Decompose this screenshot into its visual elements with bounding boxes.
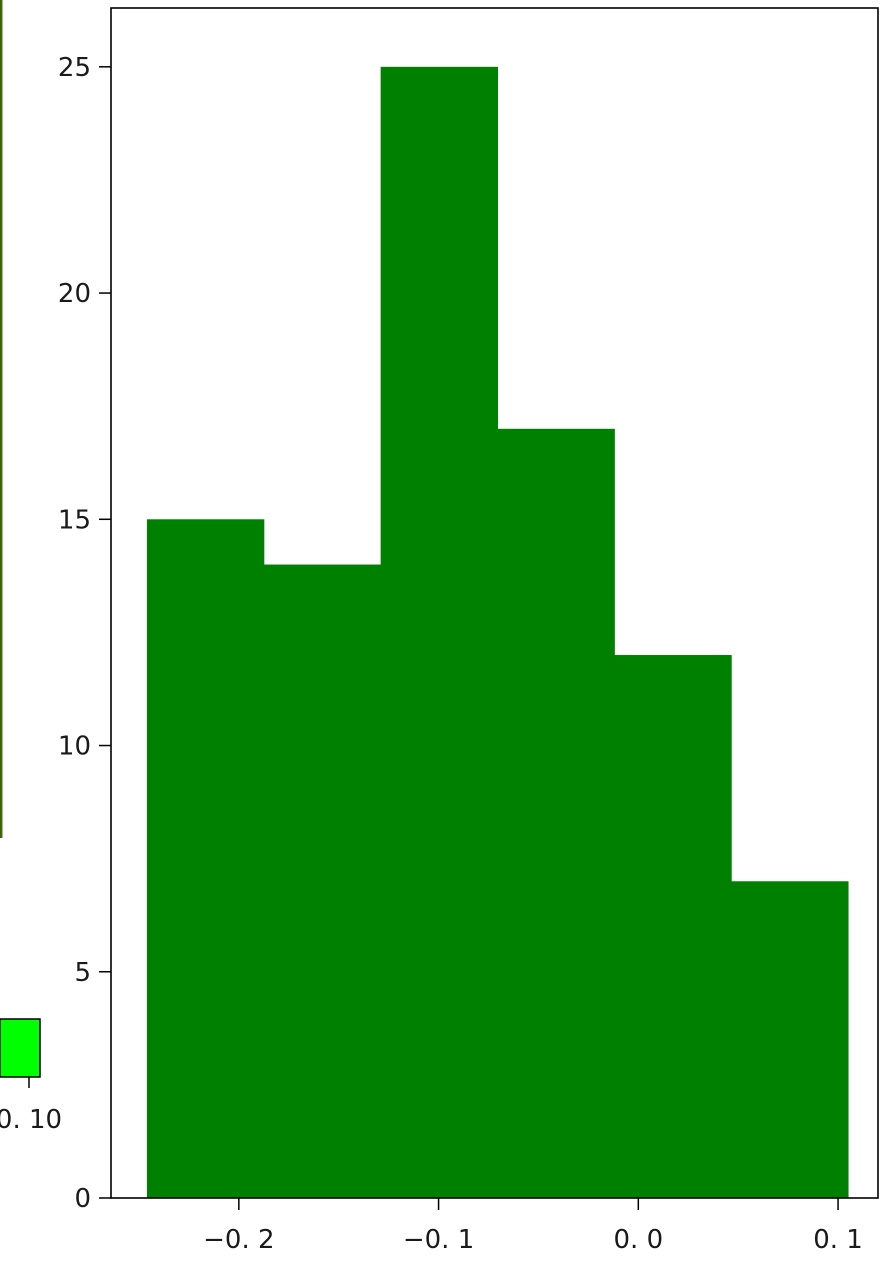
x-tick-label: −0. 1 bbox=[403, 1225, 474, 1255]
y-axis: 0 5 10 15 20 25 bbox=[58, 53, 111, 1214]
y-tick-label: 25 bbox=[58, 53, 91, 83]
x-tick-label: 0. 0 bbox=[614, 1225, 664, 1255]
histogram-bar bbox=[497, 428, 615, 1199]
neighbor-tick-label: 0. 10 bbox=[0, 1105, 62, 1135]
neighbor-legend-swatch bbox=[0, 1018, 41, 1078]
y-tick-label: 10 bbox=[58, 732, 91, 762]
y-tick-label: 15 bbox=[58, 505, 91, 535]
x-tick-label: −0. 2 bbox=[203, 1225, 274, 1255]
y-tick-label: 5 bbox=[74, 958, 91, 988]
y-tick-label: 20 bbox=[58, 279, 91, 309]
x-axis: −0. 2 −0. 1 0. 0 0. 1 bbox=[203, 1198, 863, 1255]
histogram-bar bbox=[263, 564, 382, 1198]
x-tick-label: 0. 1 bbox=[813, 1225, 863, 1255]
histogram-bar bbox=[146, 519, 265, 1198]
histogram-bar bbox=[731, 881, 849, 1198]
histogram-bar bbox=[380, 66, 498, 1198]
histogram-bar bbox=[614, 655, 732, 1198]
plot-frame bbox=[110, 7, 879, 1199]
bars-group bbox=[146, 66, 849, 1199]
neighbor-subplot-fragment: 0. 10 bbox=[0, 0, 62, 1135]
y-tick-label: 0 bbox=[74, 1184, 91, 1214]
